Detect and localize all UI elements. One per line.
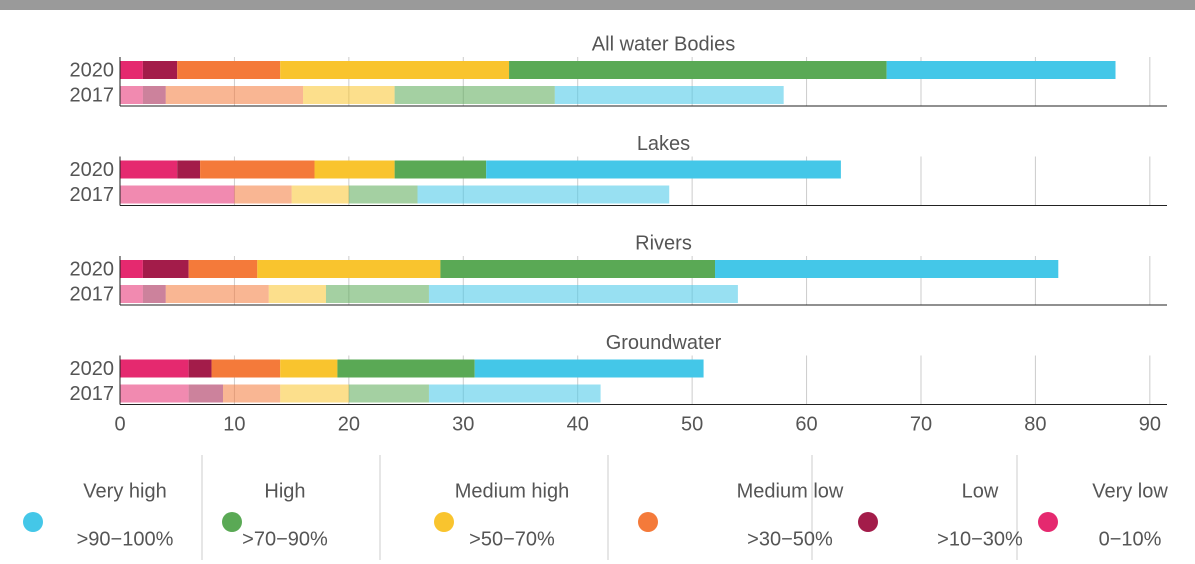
x-tick-label: 20 [338,413,360,435]
bar-segment [165,86,304,104]
bar-segment [177,160,201,179]
bar-segment [257,260,441,278]
legend-range: 0−10% [1099,528,1162,550]
legend-swatch [858,512,878,532]
bar-segment [440,260,716,278]
year-label: 2020 [70,59,115,81]
year-label: 2020 [70,258,115,280]
bar-segment [325,285,429,303]
year-label: 2017 [70,184,115,206]
bar-segment [337,359,475,378]
bar-segment [886,61,1116,79]
bar-segment [428,384,601,403]
bar-segment [142,61,178,79]
bar-segment [474,359,704,378]
bar-segment [120,160,178,179]
bar-segment [280,359,338,378]
year-label: 2020 [70,159,115,181]
legend-swatch [434,512,454,532]
x-tick-label: 50 [681,413,703,435]
bar-segment [188,359,212,378]
bar-segment [303,86,395,104]
x-tick-label: 90 [1139,413,1161,435]
x-tick-label: 60 [795,413,817,435]
panel-title: Lakes [637,133,690,155]
legend-name: High [264,480,305,502]
year-label: 2020 [70,358,115,380]
bar-segment [348,185,418,204]
bar-segment [314,160,395,179]
bar-segment [348,384,429,403]
bar-segment [120,86,143,104]
bar-segment [394,160,487,179]
panel-title: All water Bodies [592,33,735,55]
bar-segment [280,384,349,403]
panel-title: Rivers [635,232,692,254]
bar-segment [222,384,281,403]
bar-segment [165,285,269,303]
x-tick-label: 40 [567,413,589,435]
bar-segment [486,160,841,179]
x-tick-label: 0 [114,413,125,435]
legend-name: Low [962,480,999,502]
bar-segment [280,61,510,79]
legend-name: Medium high [455,480,570,502]
legend-swatch [1038,512,1058,532]
bar-segment [428,285,738,303]
x-tick-label: 80 [1024,413,1046,435]
legend-name: Medium low [737,480,844,502]
bar-segment [417,185,670,204]
year-label: 2017 [70,84,115,106]
bar-segment [200,160,315,179]
legend-range: >70−90% [242,528,328,550]
bar-segment [142,285,166,303]
bar-segment [234,185,292,204]
x-tick-label: 70 [910,413,932,435]
bar-segment [211,359,281,378]
legend-name: Very low [1092,480,1168,502]
bar-segment [394,86,555,104]
bar-segment [715,260,1059,278]
legend-range: >90−100% [77,528,174,550]
legend-range: >30−50% [747,528,833,550]
bar-segment [142,260,189,278]
legend-swatch [638,512,658,532]
header-band [0,0,1195,10]
bar-segment [120,61,143,79]
bar-segment [120,260,143,278]
bar-segment [120,359,189,378]
bar-segment [120,285,143,303]
legend-name: Very high [83,480,166,502]
bar-segment [291,185,349,204]
legend-swatch [23,512,43,532]
panel-title: Groundwater [606,332,722,354]
x-tick-label: 10 [223,413,245,435]
bar-segment [554,86,784,104]
bar-segment [142,86,166,104]
x-tick-label: 30 [452,413,474,435]
bar-segment [188,384,223,403]
bar-segment [268,285,326,303]
bar-segment [120,384,189,403]
bar-segment [120,185,235,204]
legend-range: >50−70% [469,528,555,550]
bar-segment [188,260,258,278]
legend-range: >10−30% [937,528,1023,550]
bar-segment [509,61,887,79]
year-label: 2017 [70,283,115,305]
bar-segment [177,61,281,79]
legend-swatch [222,512,242,532]
year-label: 2017 [70,383,115,405]
